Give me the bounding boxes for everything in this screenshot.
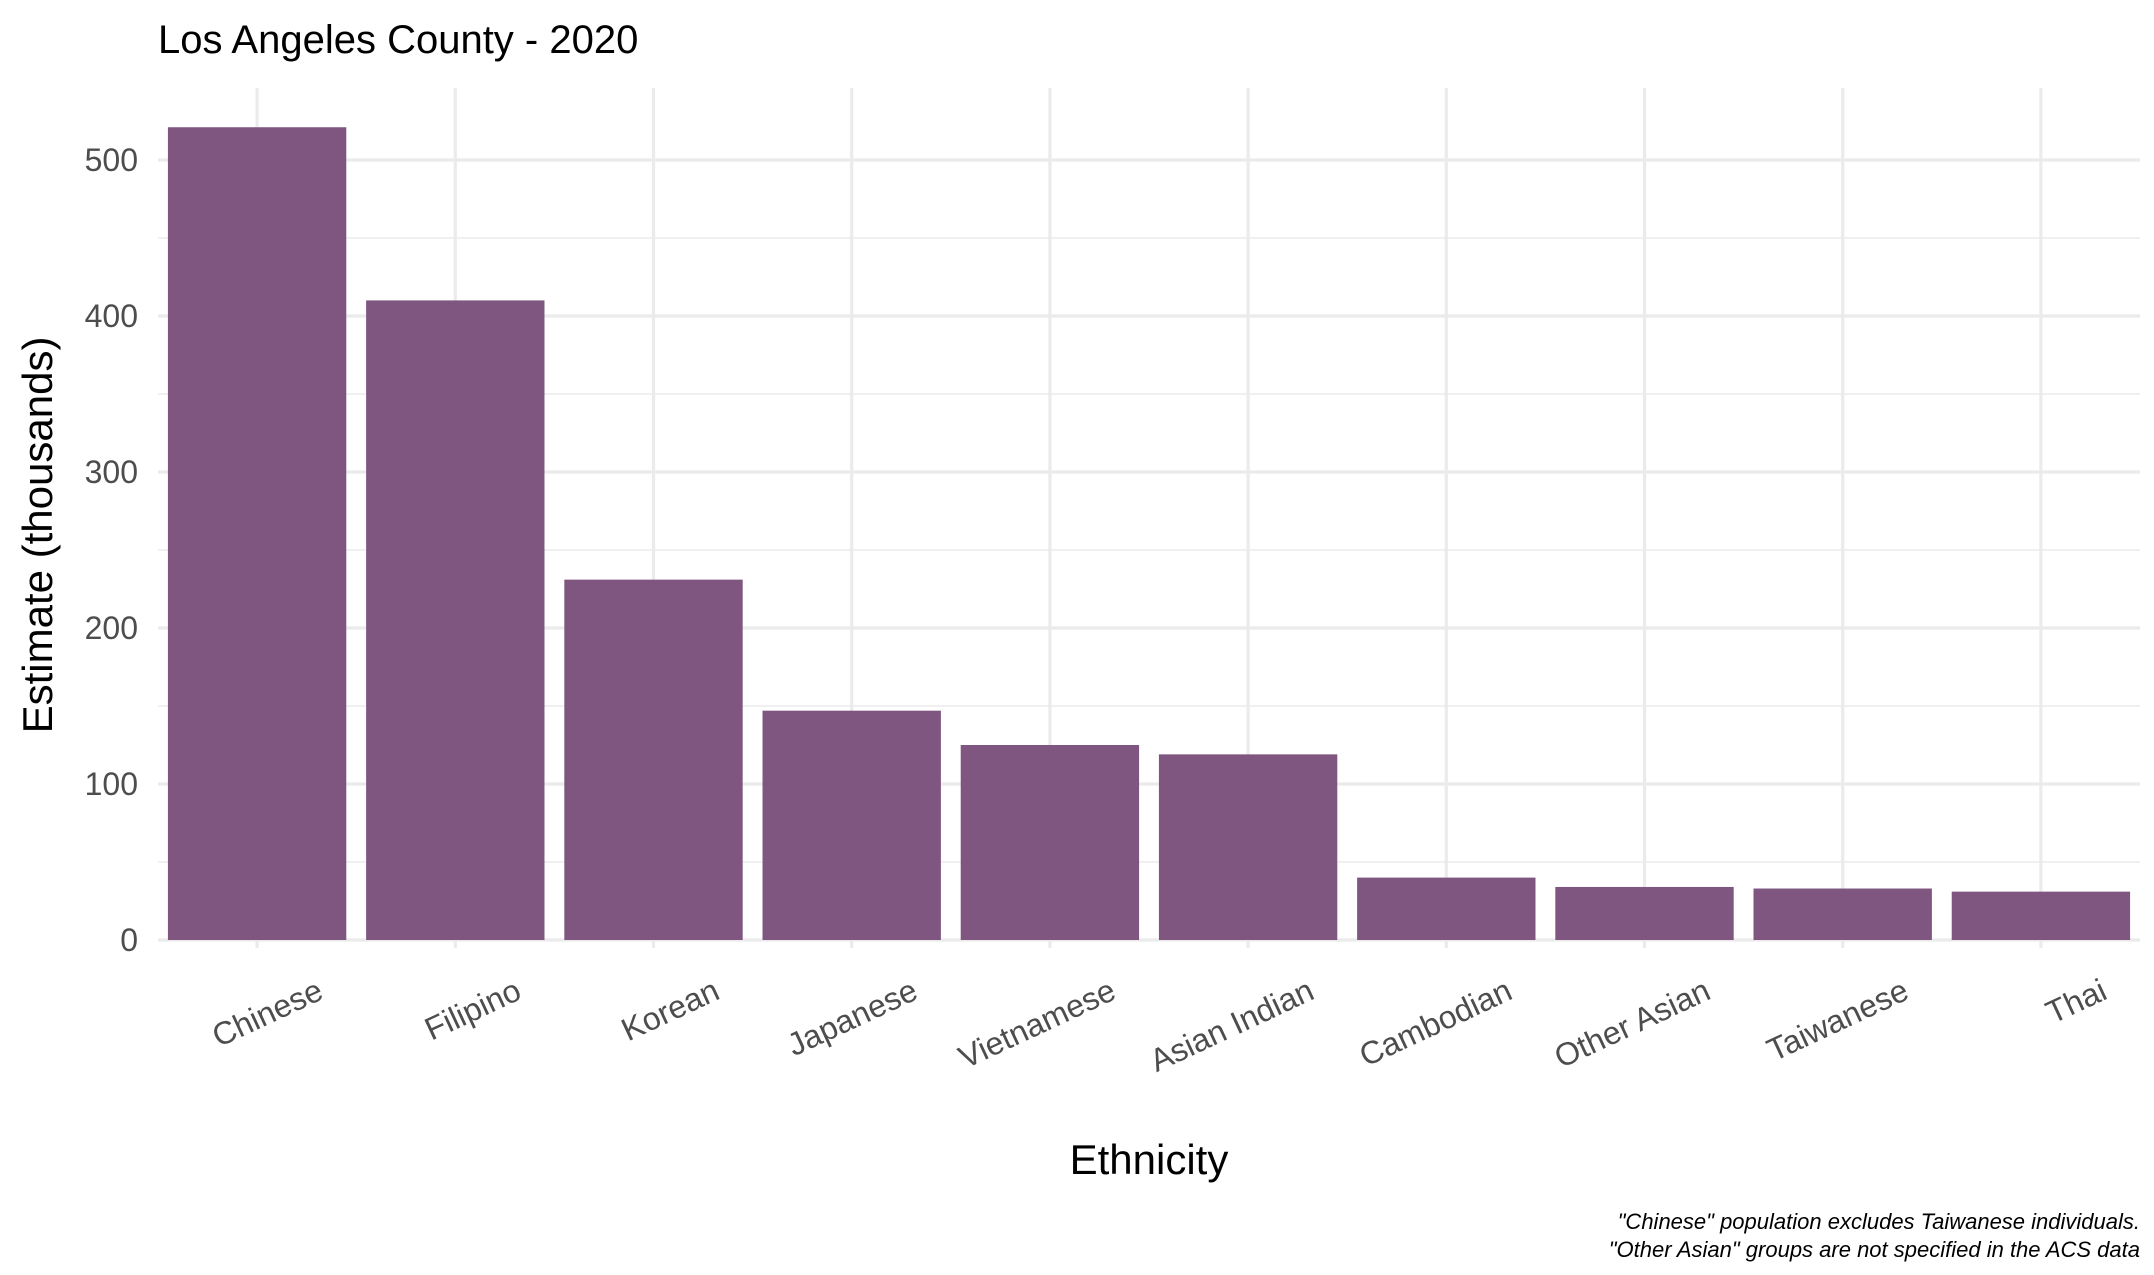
y-tick-labels: 0 100 200 300 400 500	[85, 142, 138, 958]
bar-korean	[564, 579, 743, 940]
bar-asian-indian	[1158, 754, 1338, 940]
bar-taiwanese	[1753, 888, 1932, 940]
bars	[167, 127, 2131, 941]
bar-cambodian	[1357, 877, 1536, 940]
y-tick-label: 300	[85, 454, 138, 490]
bar-japanese	[762, 710, 941, 940]
y-tick-label: 500	[85, 142, 138, 178]
bar-filipino	[366, 300, 545, 940]
y-axis-title: Estimate (thousands)	[14, 337, 61, 734]
x-axis-title: Ethnicity	[1070, 1136, 1229, 1183]
y-tick-label: 100	[85, 766, 138, 802]
caption-line-1: "Chinese" population excludes Taiwanese …	[1618, 1209, 2140, 1234]
bar-vietnamese	[960, 745, 1140, 940]
bar-thai	[1951, 891, 2131, 940]
caption-line-2: "Other Asian" groups are not specified i…	[1609, 1237, 2140, 1262]
bar-other-asian	[1555, 886, 1734, 940]
chart-title: Los Angeles County - 2020	[158, 18, 638, 62]
y-tick-label: 200	[85, 610, 138, 646]
y-tick-label: 400	[85, 298, 138, 334]
bar-chinese	[167, 127, 347, 941]
y-tick-label: 0	[120, 922, 138, 958]
